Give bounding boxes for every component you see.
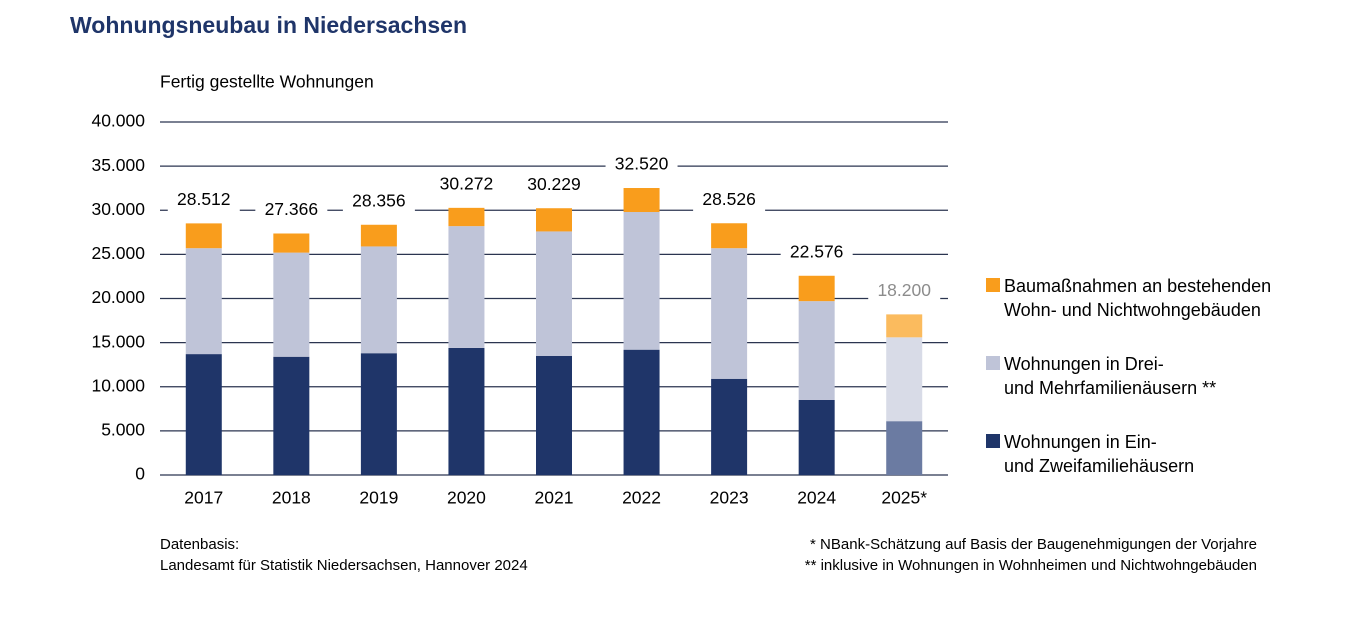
y-tick-label: 35.000 [91, 155, 145, 175]
total-label: 18.200 [877, 280, 931, 300]
legend-swatch [986, 356, 1000, 370]
total-label: 28.526 [702, 189, 756, 209]
y-tick-label: 30.000 [91, 199, 145, 219]
bar-segment [536, 355, 572, 475]
total-label: 30.229 [527, 174, 581, 194]
total-label: 27.366 [265, 199, 319, 219]
x-tick-label: 2018 [272, 488, 311, 508]
x-tick-label: 2022 [622, 488, 661, 508]
legend-swatch [986, 278, 1000, 292]
total-label-bg [868, 280, 941, 303]
total-label-bg [518, 174, 590, 197]
total-label-bg [255, 199, 328, 222]
footnote: * NBank-Schätzung auf Basis der Baugeneh… [810, 536, 1257, 553]
x-tick-label: 2025* [881, 488, 927, 508]
bar-segment [448, 347, 485, 475]
bar-segment [536, 208, 572, 232]
bar-segment [185, 223, 222, 249]
bar-segment [623, 188, 660, 213]
y-tick-label: 10.000 [91, 375, 145, 395]
y-tick-label: 20.000 [91, 287, 145, 307]
bar-segment [711, 248, 748, 379]
total-label: 32.520 [615, 154, 669, 174]
total-label-bg [693, 189, 766, 212]
y-axis-label: Fertig gestellte Wohnungen [160, 72, 374, 92]
chart-title: Wohnungsneubau in Niedersachsen [70, 12, 467, 38]
bar-segment [798, 301, 835, 400]
legend-item: Wohnungen in Ein- und Zweifamiliehäusern [986, 430, 1194, 478]
total-label: 22.576 [790, 241, 844, 261]
x-tick-label: 2024 [797, 488, 836, 508]
total-label: 30.272 [440, 173, 494, 193]
total-label-bg [342, 190, 415, 213]
bar-segment [185, 354, 222, 475]
bar-segment [711, 223, 748, 249]
bar-segment [360, 246, 397, 354]
footnote: ** inklusive in Wohnungen in Wohnheimen … [805, 557, 1257, 574]
total-label-bg [430, 173, 503, 196]
y-tick-label: 40.000 [91, 111, 145, 131]
bar-segment [360, 224, 397, 247]
bar-segment [448, 207, 485, 227]
bar-segment [536, 231, 572, 356]
bar-segment [886, 421, 923, 475]
y-tick-label: 15.000 [91, 331, 145, 351]
x-tick-label: 2021 [535, 488, 574, 508]
total-label-bg [605, 154, 678, 177]
x-tick-label: 2020 [447, 488, 486, 508]
bar-segment [273, 252, 310, 357]
bar-segment [623, 349, 660, 475]
total-label-bg [780, 241, 853, 264]
total-label: 28.356 [352, 190, 406, 210]
bar-segment [448, 226, 485, 348]
y-tick-label: 0 [135, 464, 145, 484]
bar-segment [711, 378, 748, 475]
bar-segment [360, 353, 397, 475]
bar-segment [273, 356, 310, 475]
total-label-bg [167, 189, 240, 212]
legend-label: Wohnungen in Drei- und Mehrfamilienäuser… [1004, 354, 1217, 398]
y-tick-label: 25.000 [91, 243, 145, 263]
footnote: Landesamt für Statistik Niedersachsen, H… [160, 557, 528, 574]
x-tick-label: 2023 [710, 488, 749, 508]
footnote: Datenbasis: [160, 536, 239, 553]
legend-item: Baumaßnahmen an bestehenden Wohn- und Ni… [986, 274, 1271, 322]
legend-swatch [986, 434, 1000, 448]
y-tick-label: 5.000 [101, 420, 145, 440]
legend-label: Baumaßnahmen an bestehenden Wohn- und Ni… [1004, 276, 1272, 320]
bar-segment [185, 248, 222, 355]
legend-label: Wohnungen in Ein- und Zweifamiliehäusern [1004, 432, 1195, 476]
total-label: 28.512 [177, 189, 231, 209]
x-tick-label: 2019 [359, 488, 398, 508]
x-tick-label: 2017 [184, 488, 223, 508]
bar-segment [798, 399, 835, 475]
bar-segment [886, 314, 923, 338]
bar-segment [798, 275, 835, 302]
bar-segment [273, 233, 310, 253]
legend-item: Wohnungen in Drei- und Mehrfamilienäuser… [986, 352, 1216, 400]
bar-segment [623, 212, 660, 350]
bar-segment [886, 337, 923, 422]
